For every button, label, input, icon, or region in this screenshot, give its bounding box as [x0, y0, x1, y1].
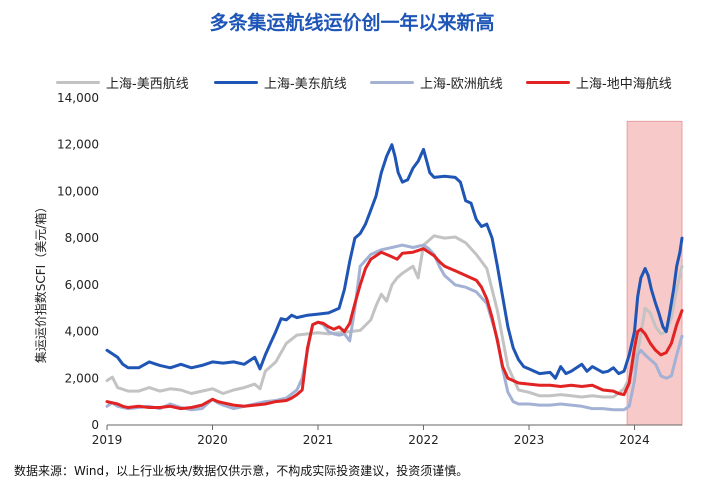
legend-label-mediterranean: 上海-地中海航线 — [576, 77, 672, 92]
series-line-europe — [105, 243, 684, 412]
series-line-us-east — [105, 143, 684, 380]
legend-swatch-mediterranean — [526, 81, 570, 84]
y-tick-label: 0 — [91, 418, 99, 432]
x-tick-label: 2023 — [514, 433, 545, 447]
legend-label-us-west: 上海-美西航线 — [106, 77, 189, 92]
x-tick-label: 2021 — [303, 433, 334, 447]
x-tick-label: 2022 — [408, 433, 439, 447]
series-line-mediterranean — [105, 247, 684, 411]
y-tick-label: 6,000 — [65, 278, 99, 292]
legend-item-europe: 上海-欧洲航线 — [370, 73, 503, 92]
legend-item-mediterranean: 上海-地中海航线 — [526, 73, 672, 92]
x-tick-label: 2024 — [619, 433, 650, 447]
footnote: 数据来源：Wind，以上行业板块/数据仅供示意，不构成实际投资建议，投资须谨慎。 — [14, 464, 469, 478]
legend-item-us-east: 上海-美东航线 — [214, 73, 347, 92]
y-tick-label: 2,000 — [65, 371, 99, 385]
y-tick-label: 8,000 — [65, 231, 99, 245]
legend-label-europe: 上海-欧洲航线 — [420, 77, 503, 92]
x-tick-label: 2020 — [197, 433, 228, 447]
legend-item-us-west: 上海-美西航线 — [56, 73, 189, 92]
y-tick-label: 10,000 — [57, 184, 99, 198]
legend: 上海-美西航线 上海-美东航线 上海-欧洲航线 上海-地中海航线 — [0, 73, 704, 95]
series-line-us-west — [105, 234, 684, 399]
y-tick-label: 14,000 — [57, 91, 99, 105]
legend-swatch-europe — [370, 81, 414, 84]
y-axis-label: 集运运价指数SCFI（美元/箱） — [33, 201, 48, 363]
x-tick-label: 2019 — [92, 433, 123, 447]
y-tick-label: 12,000 — [57, 138, 99, 152]
y-tick-label: 4,000 — [65, 325, 99, 339]
legend-swatch-us-east — [214, 81, 258, 84]
chart-title: 多条集运航线运价创一年以来新高 — [209, 12, 495, 34]
legend-swatch-us-west — [56, 81, 100, 84]
legend-label-us-east: 上海-美东航线 — [264, 77, 347, 92]
